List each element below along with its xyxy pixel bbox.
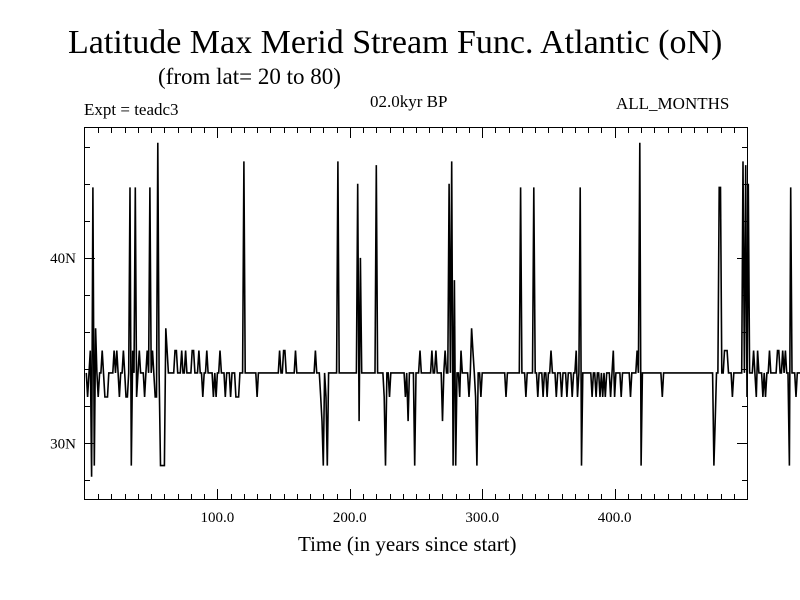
axis-ticks xyxy=(85,128,747,499)
period-label: 02.0kyr BP xyxy=(370,92,448,111)
y-tick-label: 30N xyxy=(50,436,76,452)
plot-frame xyxy=(84,127,748,500)
chart-title: Latitude Max Merid Stream Func. Atlantic… xyxy=(68,24,723,61)
x-tick-label: 200.0 xyxy=(333,510,367,526)
series-line xyxy=(85,142,800,477)
series-group xyxy=(85,142,800,477)
x-tick-label: 400.0 xyxy=(598,510,632,526)
x-tick-label: 100.0 xyxy=(201,510,235,526)
experiment-label: Expt = teadc3 xyxy=(84,100,179,119)
chart-subtitle: (from lat= 20 to 80) xyxy=(158,64,341,89)
x-axis-title: Time (in years since start) xyxy=(298,532,517,556)
tick-labels: 100.0 200.0 300.0 400.0 30N 40N xyxy=(50,251,631,526)
months-label: ALL_MONTHS xyxy=(616,94,730,113)
x-tick-label: 300.0 xyxy=(465,510,499,526)
y-tick-label: 40N xyxy=(50,251,76,267)
